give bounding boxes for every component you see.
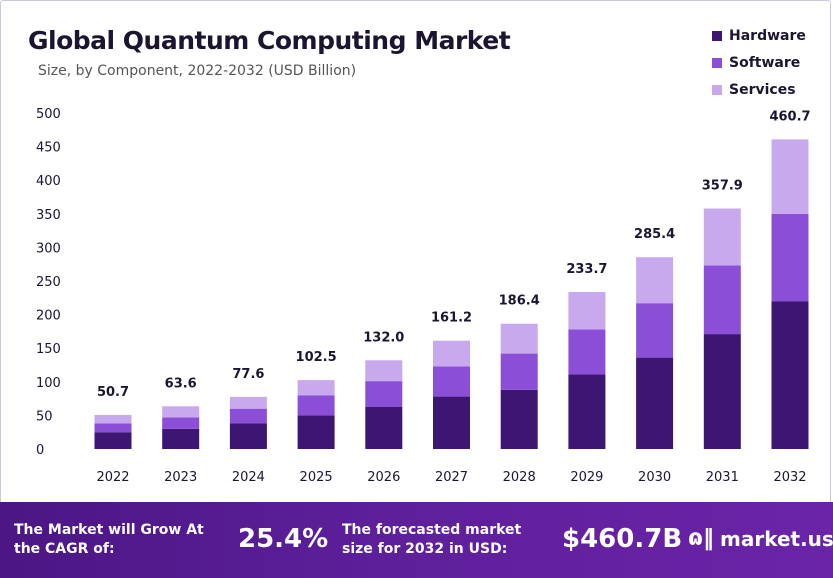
bar-total-label: 102.5	[296, 350, 337, 365]
bar-segment-software	[297, 395, 335, 416]
bar-segment-services	[703, 208, 741, 266]
bar-segment-services	[500, 323, 538, 354]
bar-segment-software	[636, 303, 674, 358]
bar-total-label: 50.7	[97, 385, 129, 400]
legend-item-software: Software	[712, 49, 806, 76]
bar-segment-services	[365, 360, 403, 382]
bar-total-label: 233.7	[566, 262, 607, 277]
bar-total-label: 63.6	[165, 376, 197, 391]
legend-swatch-software	[712, 57, 722, 68]
bar-segment-hardware	[500, 389, 538, 449]
brand-logo-text: market.us	[720, 526, 833, 551]
y-tick-label: 400	[36, 174, 61, 189]
brand-logo-icon: ɷ‖	[688, 526, 714, 551]
footer-cagr-label: The Market will Grow At the CAGR of:	[14, 522, 204, 557]
bar-segment-hardware	[771, 301, 809, 449]
y-tick-label: 100	[36, 376, 61, 391]
y-tick-label: 350	[36, 208, 61, 223]
x-tick-label: 2024	[232, 470, 265, 485]
footer-forecast-label: The forecasted market size for 2032 in U…	[342, 522, 522, 557]
x-tick-label: 2027	[435, 470, 468, 485]
bar-segment-services	[433, 340, 470, 367]
y-tick-label: 0	[36, 443, 44, 458]
bar-segment-services	[162, 406, 200, 418]
y-tick-label: 200	[36, 309, 61, 324]
bar-segment-hardware	[94, 432, 132, 449]
x-tick-label: 2028	[503, 470, 536, 485]
chart-title: Global Quantum Computing Market	[28, 26, 511, 55]
bar-segment-software	[162, 417, 200, 429]
legend-swatch-services	[712, 84, 722, 95]
bar-segment-software	[433, 366, 470, 397]
legend-label-hardware: Hardware	[729, 27, 806, 44]
bar-segment-software	[229, 408, 267, 424]
y-tick-label: 50	[36, 409, 53, 424]
legend-label-software: Software	[729, 54, 801, 71]
bar-segment-services	[297, 380, 335, 396]
bar-segment-hardware	[229, 423, 267, 449]
bar-segment-services	[94, 414, 132, 424]
x-tick-label: 2030	[638, 470, 671, 485]
bar-total-label: 285.4	[634, 227, 675, 242]
bar-total-label: 161.2	[431, 311, 472, 326]
bar-segment-software	[365, 381, 403, 407]
x-tick-label: 2031	[706, 470, 739, 485]
bar-segment-hardware	[297, 415, 335, 449]
footer-cagr-value: 25.4%	[238, 524, 329, 554]
bar-segment-software	[771, 213, 809, 302]
bar-segment-services	[771, 139, 809, 214]
bar-segment-hardware	[433, 396, 470, 449]
x-tick-label: 2022	[96, 470, 129, 485]
brand-logo[interactable]: ɷ‖ market.us	[688, 526, 833, 551]
bar-segment-software	[568, 329, 606, 375]
x-tick-label: 2025	[300, 470, 333, 485]
x-tick-label: 2023	[164, 470, 197, 485]
y-tick-label: 450	[36, 141, 61, 156]
stacked-bar-chart: 50045040035030025020015010050050.7202263…	[36, 107, 811, 485]
bar-segment-software	[500, 353, 538, 390]
bar-segment-hardware	[703, 334, 741, 449]
x-tick-label: 2026	[367, 470, 400, 485]
bar-segment-services	[636, 257, 674, 304]
legend-item-services: Services	[712, 76, 806, 103]
x-tick-label: 2029	[570, 470, 603, 485]
chart-subtitle: Size, by Component, 2022-2032 (USD Billi…	[38, 63, 357, 79]
y-tick-label: 500	[36, 107, 61, 122]
legend-item-hardware: Hardware	[712, 22, 806, 49]
bar-segment-hardware	[636, 357, 674, 449]
legend-swatch-hardware	[712, 30, 722, 41]
bar-total-label: 132.0	[363, 330, 404, 345]
footer-banner: The Market will Grow At the CAGR of: 25.…	[0, 502, 833, 578]
bar-total-label: 77.6	[232, 367, 264, 382]
y-tick-label: 150	[36, 342, 61, 357]
x-tick-label: 2032	[773, 470, 806, 485]
bar-total-label: 186.4	[499, 294, 540, 309]
bar-segment-hardware	[568, 374, 606, 449]
bar-total-label: 460.7	[769, 109, 810, 124]
bar-segment-software	[703, 265, 741, 335]
chart-legend: Hardware Software Services	[712, 22, 806, 103]
footer-forecast-value: $460.7B	[562, 524, 683, 554]
bar-segment-hardware	[365, 406, 403, 449]
bar-total-label: 357.9	[702, 178, 743, 193]
y-tick-label: 300	[36, 241, 61, 256]
y-tick-label: 250	[36, 275, 61, 290]
bar-segment-services	[229, 396, 267, 409]
bar-segment-hardware	[162, 428, 200, 449]
bar-segment-software	[94, 423, 132, 433]
legend-label-services: Services	[729, 81, 796, 98]
bar-segment-services	[568, 291, 606, 330]
